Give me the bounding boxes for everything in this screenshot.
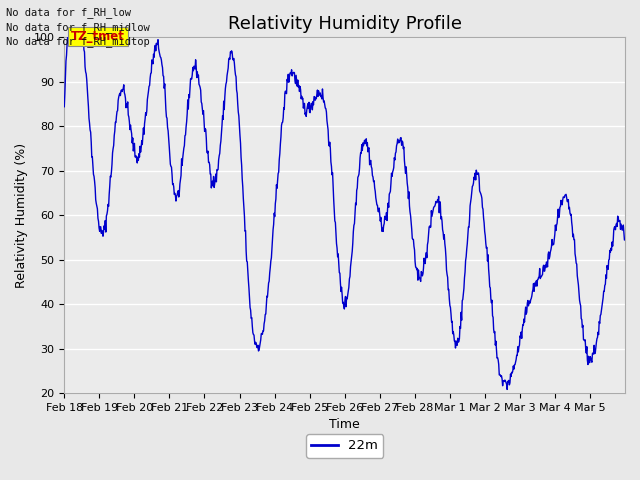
X-axis label: Time: Time <box>329 419 360 432</box>
Text: TZ_tmet: TZ_tmet <box>71 30 125 43</box>
Text: No data for f_RH_low: No data for f_RH_low <box>6 7 131 18</box>
Y-axis label: Relativity Humidity (%): Relativity Humidity (%) <box>15 143 28 288</box>
Text: No data for f_RH_midlow: No data for f_RH_midlow <box>6 22 150 33</box>
Title: Relativity Humidity Profile: Relativity Humidity Profile <box>228 15 461 33</box>
Text: No data for f_RH_midtop: No data for f_RH_midtop <box>6 36 150 47</box>
Legend: 22m: 22m <box>306 434 383 458</box>
